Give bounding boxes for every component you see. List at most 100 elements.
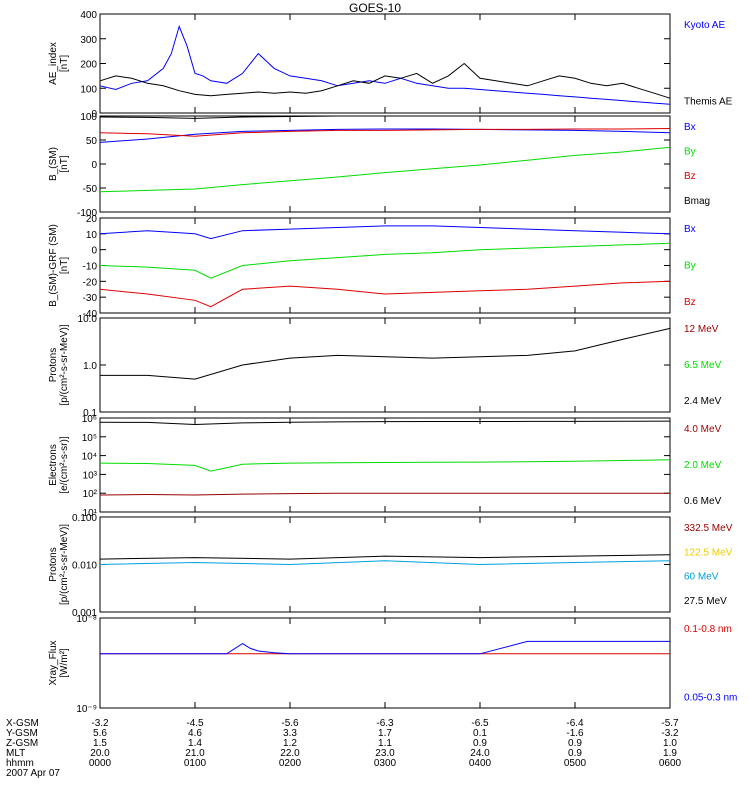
y-tick-label: 10⁴	[82, 452, 97, 463]
legend-label: 27.5 MeV	[684, 596, 727, 607]
x-row-name: X-GSM	[6, 718, 39, 729]
legend-label: Bmag	[684, 196, 710, 207]
y-tick-label: -30	[83, 293, 98, 304]
x-row-value: 0200	[279, 758, 302, 769]
series-line	[99, 225, 671, 240]
x-row-name: Y-GSM	[6, 728, 38, 739]
y-tick-label: 50	[86, 136, 98, 147]
x-row-value: 22.0	[280, 748, 300, 759]
series-line	[99, 62, 671, 99]
y-tick-label: -100	[77, 208, 97, 219]
y-axis-label: AE_index[nT]	[48, 42, 70, 85]
x-row-value: 1.2	[283, 738, 297, 749]
x-row-value: 1.9	[663, 748, 677, 759]
y-tick-label: 0	[91, 246, 97, 257]
x-row-value: 0.1	[473, 728, 487, 739]
legend-label: 122.5 MeV	[684, 547, 733, 558]
y-tick-label: 0.001	[72, 608, 97, 619]
y-tick-label: 0	[91, 160, 97, 171]
x-row-value: -6.4	[566, 718, 584, 729]
legend-label: 4.0 MeV	[684, 424, 722, 435]
panel-frame	[99, 516, 671, 613]
x-row-value: 0100	[184, 758, 207, 769]
panel-4: 10.0 1.0 0.1 Protons[p/(cm²-s-sr-MeV)] 12 Me…	[48, 314, 722, 419]
x-row-value: -1.6	[566, 728, 584, 739]
y-axis-label: Electrons[e/(cm²-s-sr)]	[48, 436, 70, 493]
y-tick-label: 10¹	[83, 508, 98, 519]
series-line	[99, 242, 671, 279]
x-row-name: Z-GSM	[6, 738, 38, 749]
series-line	[99, 459, 671, 472]
y-tick-label: 200	[80, 60, 97, 71]
panel-6: 0.100 0.010 0.001Protons[p/(cm²-s-sr-MeV)]…	[48, 513, 733, 619]
series-line	[99, 128, 671, 143]
x-row-value: 3.3	[283, 728, 297, 739]
x-row-value: 24.0	[470, 748, 490, 759]
series-line	[100, 327, 671, 380]
y-tick-label: 10²	[83, 489, 98, 500]
x-row-value: -3.2	[91, 718, 109, 729]
y-tick-label: 0.100	[72, 513, 97, 524]
x-row-value: 0300	[374, 758, 397, 769]
x-row-value: 20.0	[90, 748, 110, 759]
y-tick-label: 0.1	[83, 408, 97, 419]
x-row-value: 5.6	[93, 728, 107, 739]
x-row-value: 0.9	[473, 738, 487, 749]
y-tick-label: 0	[91, 109, 97, 120]
x-row-value: 23.0	[375, 748, 395, 759]
x-row-value: 0500	[564, 758, 587, 769]
x-row-value: 1.4	[188, 738, 202, 749]
series-line	[99, 420, 671, 426]
y-tick-label: 1.0	[83, 361, 97, 372]
legend-label: By	[684, 147, 696, 158]
y-tick-label: -10	[83, 262, 98, 273]
legend-label: 60 MeV	[684, 572, 719, 583]
y-tick-label: 20	[86, 214, 98, 225]
legend-label: 332.5 MeV	[684, 523, 733, 534]
y-tick-label: 10³	[83, 470, 98, 481]
panel-5: 10⁶ 10⁵ 10⁴ 10³ 10² 10¹ Electrons[e/(cm²-s-sr)…	[48, 414, 722, 519]
date-label: 2007 Apr 07	[6, 768, 60, 779]
series-line	[100, 640, 670, 655]
y-tick-label: 400	[80, 10, 97, 21]
y-axis-label: Protons[p/(cm²-s-sr-MeV)]	[48, 524, 70, 605]
y-tick-label: 100	[80, 84, 97, 95]
x-row-value: -5.7	[661, 718, 679, 729]
x-row-value: -6.3	[376, 718, 394, 729]
legend-label: Bz	[684, 297, 696, 308]
panel-2: 100 50 0 -50 -100 B_(SM)[nT] Bx By Bz Bmag	[48, 112, 710, 219]
x-row-value: 4.6	[188, 728, 202, 739]
series-line	[99, 128, 671, 137]
x-row-value: -5.6	[281, 718, 299, 729]
legend-label: 0.1-0.8 nm	[684, 624, 732, 635]
y-tick-label: 0.010	[72, 561, 97, 572]
legend-label: 0.6 MeV	[684, 496, 722, 507]
x-row-value: -3.2	[661, 728, 679, 739]
series-line	[99, 560, 671, 566]
panel-frame	[99, 317, 671, 413]
y-axis-label: Xray_Flux[W/m²]	[48, 640, 70, 685]
legend-label: 12 MeV	[684, 324, 719, 335]
series-line	[99, 115, 670, 119]
legend-label: 6.5 MeV	[684, 360, 722, 371]
legend-label: 2.4 MeV	[684, 396, 722, 407]
x-row-value: 0600	[659, 758, 682, 769]
series-line	[99, 146, 671, 193]
legend-label: By	[684, 260, 696, 271]
series-line	[99, 492, 670, 496]
plot-title: GOES-10	[349, 1, 401, 15]
x-row-value: 0.9	[568, 738, 582, 749]
y-tick-label: 10	[86, 230, 98, 241]
y-tick-label: 300	[80, 35, 97, 46]
series-line	[99, 280, 671, 308]
legend-label: Bx	[684, 122, 696, 133]
x-row-value: 0000	[89, 758, 112, 769]
x-row-value: -6.5	[471, 718, 489, 729]
legend-label: Themis AE	[684, 97, 733, 108]
x-axis-table: X-GSM -3.2 -4.5 -5.6 -6.3 -6.5 -6.4 -5.7 Y-GSM 5.…	[6, 718, 682, 779]
panel-3: 20 10 0 -10 -20 -30 -40 B_(SM)-GRF (SM)[nT] Bx By…	[48, 214, 696, 320]
x-row-value: 1.0	[663, 738, 677, 749]
x-row-value: 1.5	[93, 738, 107, 749]
